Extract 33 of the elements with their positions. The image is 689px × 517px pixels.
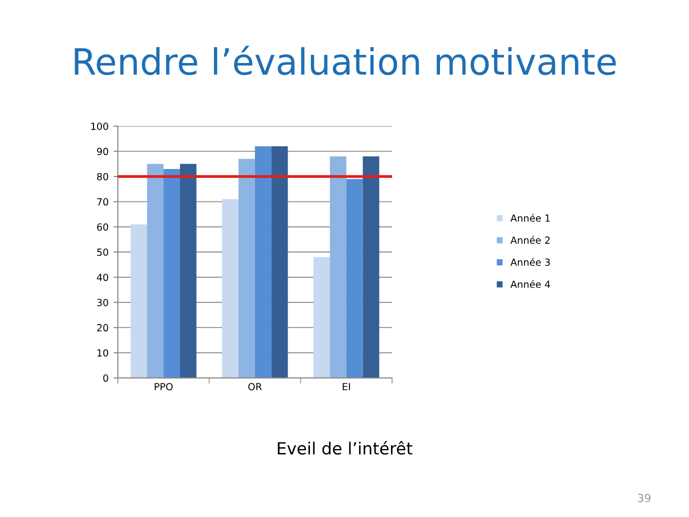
- x-axis-title: Eveil de l’intérêt: [278, 441, 412, 455]
- bar: [362, 156, 380, 378]
- y-tick-label: 70: [97, 198, 108, 206]
- bar: [346, 179, 363, 378]
- y-tick-label: 10: [97, 349, 108, 357]
- y-tick-label: 30: [97, 298, 108, 306]
- legend-label: Année 1: [510, 214, 550, 222]
- legend-label: Année 2: [510, 236, 550, 244]
- legend-label: Année 3: [510, 258, 550, 266]
- bar: [164, 168, 180, 378]
- text: 39: [638, 494, 651, 502]
- y-tick-label: 40: [96, 274, 108, 282]
- bar: [330, 156, 346, 378]
- y-tick-label: 100: [91, 122, 108, 130]
- chart-title: Rendre l’évaluation motivante: [74, 46, 616, 76]
- x-tick-label: OR: [248, 382, 262, 390]
- y-tick-label: 0: [103, 374, 108, 382]
- bar: [222, 199, 238, 378]
- bar: [147, 164, 164, 378]
- y-tick-label: 80: [97, 172, 108, 180]
- y-tick-label: 60: [97, 223, 108, 231]
- bar: [130, 224, 148, 378]
- y-tick-label: 50: [97, 248, 108, 256]
- y-tick-label: 20: [97, 324, 108, 332]
- bar: [180, 164, 196, 378]
- x-tick-label: EI: [342, 383, 350, 390]
- bar: [271, 146, 288, 378]
- y-tick-label: 90: [97, 148, 108, 156]
- bar: [313, 257, 330, 378]
- legend-label: Année 4: [510, 280, 550, 288]
- bar: [238, 158, 255, 378]
- bar: [254, 146, 272, 378]
- x-tick-label: PPO: [154, 382, 173, 390]
